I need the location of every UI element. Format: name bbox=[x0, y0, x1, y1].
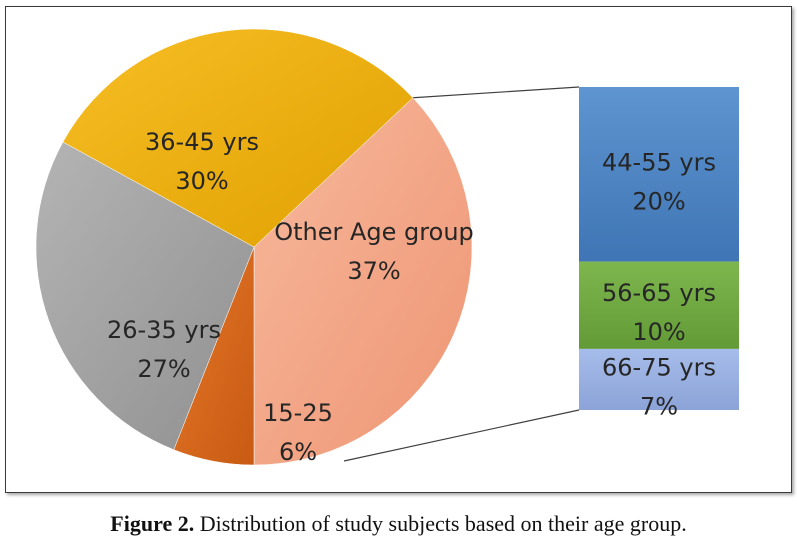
connector-line-top bbox=[412, 86, 580, 99]
bar-segment-66-75-yrs bbox=[579, 348, 739, 410]
bar-segment-44-55-yrs bbox=[579, 87, 739, 262]
bar-value-56-65-yrs: 10% bbox=[632, 318, 685, 346]
pie-slice-other-age-group bbox=[253, 97, 473, 466]
pie-label-other-age-group: Other Age group bbox=[274, 218, 474, 246]
bar-value-66-75-yrs: 7% bbox=[640, 392, 678, 420]
pie-slice-26-35-yrs bbox=[35, 141, 255, 451]
pie-label-15-25: 15-25 bbox=[263, 399, 333, 427]
pie-label-36-45-yrs: 36-45 yrs bbox=[145, 128, 259, 156]
figure-caption-text: Distribution of study subjects based on … bbox=[194, 511, 687, 536]
pie-value-36-45-yrs: 30% bbox=[175, 167, 228, 195]
pie-label-26-35-yrs: 26-35 yrs bbox=[107, 316, 221, 344]
pie-value-other-age-group: 37% bbox=[347, 257, 400, 285]
bar-label-44-55-yrs: 44-55 yrs bbox=[602, 148, 716, 176]
pie-slice-36-45-yrs bbox=[62, 28, 414, 248]
bar-value-44-55-yrs: 20% bbox=[632, 187, 685, 215]
figure-caption-prefix: Figure 2. bbox=[110, 511, 195, 536]
bar-label-66-75-yrs: 66-75 yrs bbox=[602, 353, 716, 381]
bar-segment-56-65-yrs bbox=[579, 261, 739, 349]
bar-of-pie-chart: Other Age group 37% 15-25 6% 26-35 yrs 27% 36-… bbox=[35, 28, 739, 466]
pie-value-26-35-yrs: 27% bbox=[137, 355, 190, 383]
figure-caption: Figure 2. Distribution of study subjects… bbox=[0, 511, 797, 537]
connector-line-bottom bbox=[343, 409, 580, 462]
pie-value-15-25: 6% bbox=[279, 438, 317, 466]
chart-frame: Other Age group 37% 15-25 6% 26-35 yrs 27% 36-… bbox=[5, 6, 792, 493]
bar-label-56-65-yrs: 56-65 yrs bbox=[602, 279, 716, 307]
